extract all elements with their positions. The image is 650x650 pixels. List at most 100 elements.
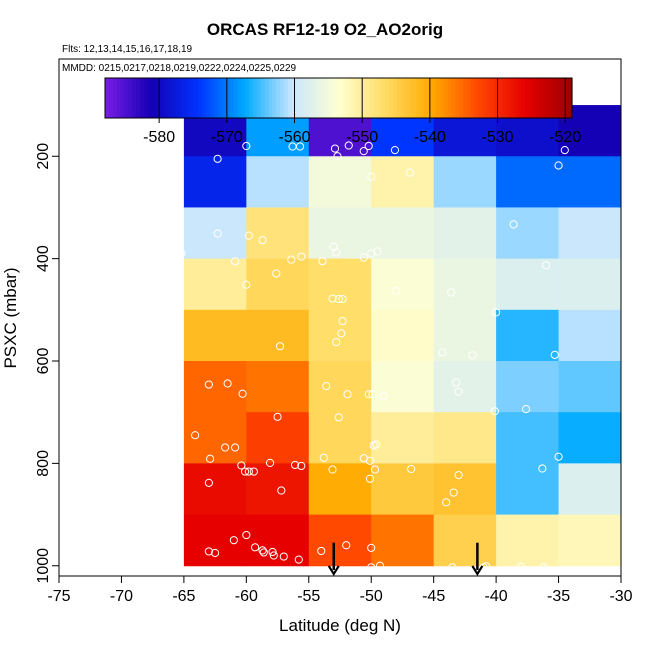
observation-point bbox=[392, 286, 401, 295]
observation-point bbox=[319, 453, 328, 462]
colorbar-segment bbox=[248, 78, 254, 118]
colorbar-segment bbox=[486, 78, 491, 118]
observation-point bbox=[342, 541, 351, 550]
colorbar-tick-label: -570 bbox=[211, 129, 243, 146]
observation-point bbox=[332, 248, 341, 257]
colorbar-segment bbox=[202, 78, 207, 118]
heatmap-cell bbox=[496, 207, 560, 260]
colorbar-segment bbox=[143, 78, 149, 118]
colorbar-segment bbox=[330, 78, 336, 118]
colorbar-frame bbox=[104, 77, 573, 119]
observation-point bbox=[365, 456, 375, 465]
observation-point bbox=[213, 154, 222, 163]
heatmap-cell bbox=[246, 309, 310, 362]
colorbar-segment bbox=[338, 78, 343, 118]
colorbar-segment bbox=[264, 78, 270, 118]
observation-point bbox=[330, 144, 340, 153]
observation-point bbox=[492, 308, 501, 317]
observation-point bbox=[290, 460, 300, 470]
observation-point bbox=[277, 486, 286, 495]
observation-point bbox=[240, 467, 250, 476]
colorbar-segment bbox=[568, 78, 573, 118]
colorbar-tick-label: -560 bbox=[278, 129, 310, 146]
colorbar-segment bbox=[556, 78, 561, 118]
heatmap-cell bbox=[308, 361, 372, 413]
observation-point bbox=[554, 161, 563, 170]
observation-point bbox=[344, 141, 353, 150]
observation-point bbox=[448, 563, 457, 572]
heatmap-cell bbox=[558, 463, 622, 516]
colorbar-segment bbox=[132, 78, 137, 118]
colorbar-segment bbox=[350, 78, 355, 118]
observation-point bbox=[294, 555, 303, 564]
heatmap-cell bbox=[246, 207, 310, 260]
heatmap-cell bbox=[308, 463, 372, 516]
colorbar-tick-label: -580 bbox=[143, 129, 175, 146]
observation-point bbox=[338, 316, 347, 326]
colorbar-segment bbox=[525, 78, 530, 118]
colorbar-segment bbox=[256, 78, 262, 118]
colorbar-segment bbox=[334, 78, 340, 118]
colorbar-segment bbox=[182, 78, 188, 118]
colorbar-segment bbox=[377, 78, 382, 118]
colorbar: -580 -570 -560 -550 -540 -530 -520 bbox=[104, 77, 581, 146]
heatmap-cell bbox=[496, 156, 560, 208]
observation-point bbox=[343, 390, 352, 399]
colorbar-segment bbox=[252, 78, 258, 118]
colorbar-segment bbox=[155, 78, 161, 118]
colorbar-segment bbox=[420, 78, 425, 118]
observation-point bbox=[242, 141, 251, 151]
colorbar-segment bbox=[346, 78, 351, 118]
observation-point bbox=[258, 236, 267, 245]
observation-point bbox=[322, 381, 331, 391]
colorbar-segment bbox=[564, 78, 569, 118]
colorbar-tick-label: -530 bbox=[482, 129, 514, 146]
heatmap-cell bbox=[371, 463, 435, 516]
colorbar-segment bbox=[190, 78, 196, 118]
colorbar-segment bbox=[147, 78, 153, 118]
colorbar-segment bbox=[424, 78, 429, 118]
x-tick-label: -35 bbox=[547, 588, 570, 605]
colorbar-segment bbox=[478, 78, 484, 118]
colorbar-segment bbox=[470, 78, 476, 118]
observation-point bbox=[550, 350, 559, 359]
y-axis-title: PSXC (mbar) bbox=[1, 267, 20, 368]
heatmap-cell bbox=[308, 207, 372, 260]
arrows bbox=[327, 542, 484, 577]
observation-point bbox=[287, 255, 296, 264]
observation-point bbox=[164, 542, 174, 551]
observation-point bbox=[367, 563, 376, 572]
colorbar-segment bbox=[365, 78, 371, 118]
heatmap-cell bbox=[496, 309, 560, 362]
colorbar-segment bbox=[404, 78, 410, 118]
observation-point bbox=[560, 146, 569, 155]
observation-point bbox=[338, 294, 347, 304]
heatmap-cell bbox=[496, 514, 560, 567]
heatmap-cell bbox=[183, 207, 247, 260]
colorbar-segment bbox=[451, 78, 456, 118]
colorbar-segment bbox=[505, 78, 511, 118]
colorbar-segment bbox=[548, 78, 554, 118]
colorbar-segment bbox=[501, 78, 507, 118]
observation-point bbox=[204, 380, 213, 389]
observation-point bbox=[368, 390, 377, 399]
observation-points bbox=[137, 141, 569, 572]
observation-point bbox=[337, 329, 346, 338]
colorbar-segment bbox=[178, 78, 184, 118]
heatmap-cell bbox=[183, 258, 247, 311]
observation-point bbox=[442, 498, 451, 507]
observation-point bbox=[367, 543, 376, 552]
colorbar-segment bbox=[194, 78, 199, 118]
colorbar-segment bbox=[466, 78, 472, 118]
observation-point bbox=[275, 342, 285, 351]
heatmap-cell bbox=[246, 361, 310, 413]
x-tick-label: -45 bbox=[422, 588, 445, 605]
observation-point bbox=[230, 257, 240, 266]
arrow-head bbox=[471, 565, 484, 577]
x-tick-label: -60 bbox=[235, 588, 258, 605]
colorbar-segment bbox=[369, 78, 375, 118]
heatmap-cell bbox=[433, 412, 497, 464]
x-tick-label: -70 bbox=[110, 588, 133, 605]
observation-point bbox=[405, 168, 415, 177]
colorbar-segment bbox=[260, 78, 266, 118]
